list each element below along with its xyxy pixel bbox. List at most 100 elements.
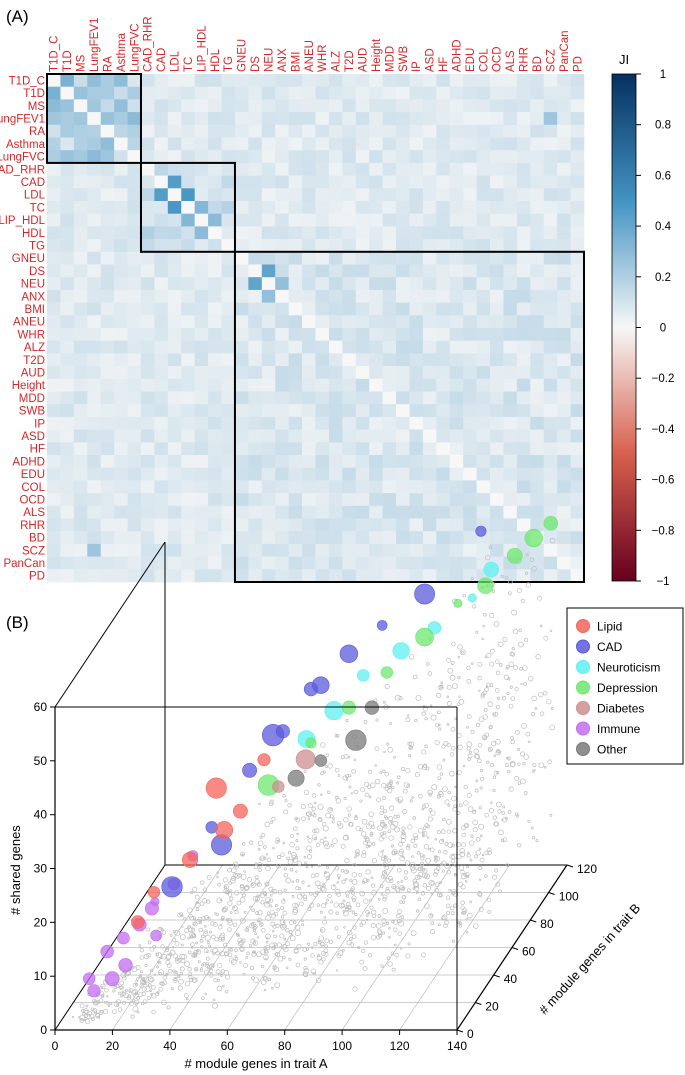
heatmap-cell [248, 442, 263, 456]
heatmap-cell [436, 442, 451, 456]
heatmap-cell [409, 353, 424, 367]
background-point [436, 794, 441, 799]
heatmap-cell [302, 201, 316, 214]
heatmap-cell [543, 366, 558, 380]
background-point [446, 684, 452, 690]
background-point [340, 843, 346, 849]
heatmap-cell [557, 175, 571, 189]
heatmap-cell [140, 353, 155, 367]
background-point [223, 888, 230, 894]
background-point [150, 968, 154, 973]
floor-grid-line [112, 864, 223, 1031]
background-point [467, 851, 470, 854]
heatmap-cell [221, 162, 236, 176]
heatmap-cell [127, 416, 142, 430]
heatmap-cell [396, 378, 410, 392]
heatmap-cell [100, 99, 115, 113]
heatmap-cell [73, 518, 88, 532]
z-tick-label: 10 [34, 969, 48, 983]
background-point [531, 835, 536, 840]
background-point [342, 899, 346, 903]
background-point [329, 808, 332, 811]
background-point [81, 1012, 86, 1016]
background-point [297, 860, 302, 866]
heatmap-cell [167, 505, 182, 519]
heatmap-cell [355, 391, 370, 405]
heatmap-cell [463, 493, 477, 507]
background-point [421, 834, 425, 838]
heatmap-cell [355, 124, 370, 138]
background-point [467, 912, 473, 919]
background-point [252, 895, 258, 902]
background-point [166, 963, 172, 968]
heatmap-cell [140, 289, 155, 303]
heatmap-cell [422, 404, 437, 418]
background-point [289, 842, 295, 848]
background-point [277, 855, 281, 859]
heatmap-cell [154, 213, 169, 227]
heatmap-cell [422, 366, 437, 380]
background-point [178, 978, 184, 985]
point-immune [104, 971, 120, 987]
background-point [249, 905, 252, 909]
background-point [380, 964, 384, 968]
heatmap-cell [463, 467, 477, 481]
background-point [500, 838, 505, 843]
heatmap-cell [302, 569, 316, 583]
heatmap-cell [516, 353, 531, 367]
heatmap-cell [154, 302, 169, 316]
heatmap-cell [490, 86, 504, 100]
heatmap-cell [449, 416, 464, 430]
heatmap-cell [234, 251, 249, 265]
heatmap-cell [181, 251, 195, 265]
heatmap-cell [476, 112, 491, 126]
heatmap-cell [47, 340, 61, 354]
heatmap-cell [60, 429, 75, 443]
heatmap-cell [422, 543, 437, 557]
heatmap-cell [275, 289, 289, 303]
background-point [282, 920, 286, 924]
background-point [389, 878, 394, 883]
background-point [410, 838, 416, 844]
heatmap-cell [302, 391, 316, 405]
heatmap-cell [422, 391, 437, 405]
background-point [471, 662, 474, 666]
heatmap-cell [167, 493, 182, 507]
background-point [427, 816, 433, 822]
background-point [383, 809, 387, 814]
heatmap-cell [47, 429, 61, 443]
heatmap-cell [557, 201, 571, 214]
background-point [504, 816, 508, 820]
background-point [303, 789, 310, 795]
row-label-bd: BD [29, 533, 45, 545]
background-point [177, 973, 181, 977]
heatmap-cell [60, 137, 75, 151]
heatmap-cell [248, 302, 263, 316]
background-point [243, 963, 248, 968]
heatmap-cell [261, 175, 276, 189]
heatmap-cell [275, 226, 289, 240]
background-point [104, 987, 109, 993]
heatmap-cell [208, 328, 222, 341]
background-point [249, 840, 254, 845]
background-point [398, 850, 404, 856]
col-label-edu: EDU [465, 48, 477, 72]
heatmap-cell [570, 455, 585, 468]
heatmap-cell [127, 505, 142, 519]
heatmap-cell [543, 315, 558, 329]
heatmap-cell [422, 201, 437, 214]
background-point [325, 876, 330, 881]
heatmap-cell [409, 124, 424, 138]
heatmap-cell [275, 264, 289, 278]
heatmap-cell [463, 277, 477, 291]
heatmap-cell [127, 366, 142, 380]
background-point [241, 842, 246, 846]
heatmap-cell [208, 378, 222, 392]
background-point [424, 716, 428, 721]
heatmap-cell [208, 315, 222, 329]
heatmap-cell [476, 213, 491, 227]
heatmap-cell [315, 112, 330, 126]
background-point [336, 969, 339, 972]
heatmap-cell [463, 226, 477, 240]
heatmap-cell [396, 175, 410, 189]
